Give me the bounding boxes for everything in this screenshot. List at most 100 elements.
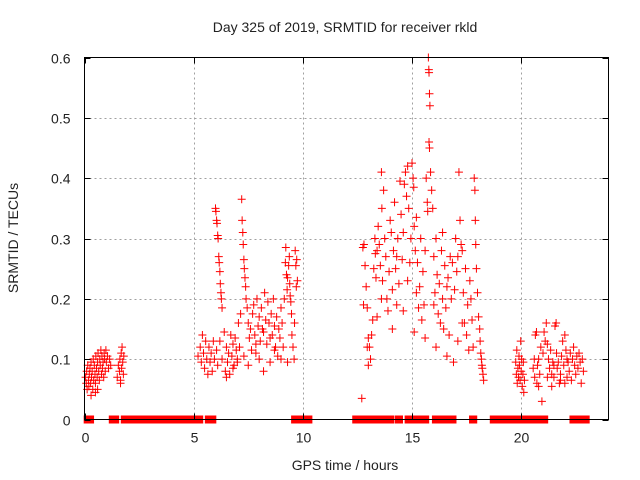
data-point (435, 279, 444, 288)
data-point (196, 343, 205, 352)
data-point (415, 282, 424, 291)
data-point (560, 331, 569, 340)
data-point (227, 352, 236, 361)
data-point (436, 318, 445, 327)
data-point (406, 234, 415, 243)
data-point (386, 216, 395, 225)
data-point (377, 168, 386, 177)
data-point (566, 349, 575, 358)
data-point (429, 300, 438, 309)
data-point (284, 261, 293, 270)
data-point (215, 337, 224, 346)
data-point (233, 358, 242, 367)
data-point (363, 343, 372, 352)
data-point (268, 331, 277, 340)
data-point (448, 258, 457, 267)
data-point (236, 309, 245, 318)
data-point (413, 258, 422, 267)
data-point (245, 334, 254, 343)
data-point (226, 331, 235, 340)
data-point (418, 267, 427, 276)
data-point (242, 294, 251, 303)
data-point (239, 255, 248, 264)
data-point (369, 264, 378, 273)
data-point (476, 349, 485, 358)
data-point (456, 216, 465, 225)
data-point (377, 204, 386, 213)
data-point (429, 252, 438, 261)
data-point (287, 309, 296, 318)
data-point (457, 240, 466, 249)
data-point (119, 370, 128, 379)
data-point (228, 364, 237, 373)
data-point (378, 276, 387, 285)
data-point (476, 337, 485, 346)
data-point (427, 186, 436, 195)
data-point (559, 361, 568, 370)
data-point (458, 246, 467, 255)
data-point (222, 373, 231, 382)
data-point (259, 367, 268, 376)
x-axis: 0 5 10 15 20 (82, 57, 530, 446)
data-point (240, 264, 249, 273)
data-point (425, 68, 434, 77)
data-point (430, 288, 439, 297)
data-point (530, 373, 539, 382)
data-point (383, 306, 392, 315)
data-point (398, 255, 407, 264)
data-point (250, 331, 259, 340)
data-point (218, 355, 227, 364)
x-axis-label: GPS time / hours (292, 457, 399, 473)
data-point (228, 340, 237, 349)
data-point (578, 355, 587, 364)
data-point (267, 309, 276, 318)
data-point (554, 358, 563, 367)
data-point (357, 394, 366, 403)
x-tick-label: 20 (514, 430, 530, 446)
data-point (371, 273, 380, 282)
data-point (215, 267, 224, 276)
data-point (441, 303, 450, 312)
data-point (461, 264, 470, 273)
data-point (464, 346, 473, 355)
data-point (529, 364, 538, 373)
data-point (243, 303, 252, 312)
data-point (520, 376, 529, 385)
data-point (543, 373, 552, 382)
data-point (231, 334, 240, 343)
data-point (465, 276, 474, 285)
data-point (262, 340, 271, 349)
data-point (516, 337, 525, 346)
data-point (452, 267, 461, 276)
y-tick-label: 0.6 (51, 51, 71, 67)
data-point (285, 279, 294, 288)
data-point (533, 361, 542, 370)
data-point (366, 355, 375, 364)
data-point (215, 258, 224, 267)
data-point (239, 352, 248, 361)
data-point (400, 180, 409, 189)
data-point (239, 240, 248, 249)
data-point (471, 216, 480, 225)
data-point (434, 309, 443, 318)
data-point (432, 343, 441, 352)
data-point (535, 370, 544, 379)
data-point (577, 379, 586, 388)
y-tick-label: 0 (63, 413, 71, 429)
data-point (575, 349, 584, 358)
data-point (542, 318, 551, 327)
data-point (385, 267, 394, 276)
data-point (283, 285, 292, 294)
data-point (474, 312, 483, 321)
data-point (223, 358, 232, 367)
data-point (563, 355, 572, 364)
data-point (544, 355, 553, 364)
data-point (512, 346, 521, 355)
data-point (211, 207, 220, 216)
data-point (458, 318, 467, 327)
data-point (567, 376, 576, 385)
data-point (286, 291, 295, 300)
data-point (252, 294, 261, 303)
data-point (285, 252, 294, 261)
